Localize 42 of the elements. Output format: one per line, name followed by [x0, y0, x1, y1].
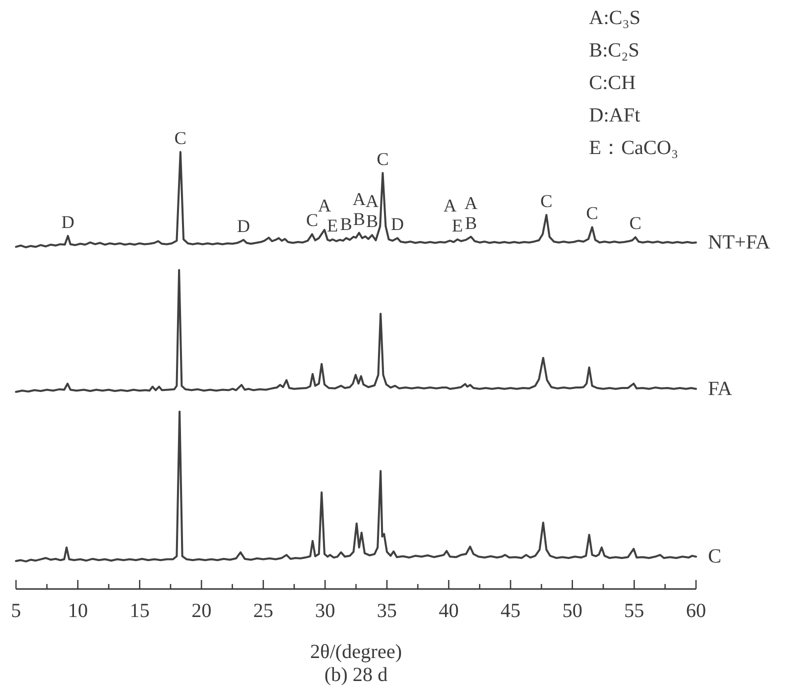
annotation: A: [352, 188, 366, 209]
x-tick-label: 10: [68, 600, 88, 622]
x-tick-label: 5: [11, 600, 21, 622]
annotation: B: [366, 211, 378, 232]
annotation: A: [366, 191, 379, 212]
x-tick-label: 55: [624, 600, 644, 622]
annotation: C: [174, 128, 186, 148]
annotation: B: [353, 208, 366, 229]
text: (b) 28 d: [324, 664, 388, 686]
text: D:AFt: [589, 104, 641, 126]
annotation: C: [540, 190, 552, 211]
x-tick-label: 60: [686, 600, 706, 622]
series-label: C: [708, 546, 722, 568]
annotation: A: [318, 195, 331, 216]
annotation: B: [340, 214, 352, 234]
annotation: B: [464, 212, 477, 233]
annotation: E：CaCO₃: [589, 137, 678, 159]
text: B:C₂S: [589, 40, 640, 62]
annotation: E: [327, 215, 338, 236]
annotation: D: [61, 212, 74, 232]
annotation: A: [464, 192, 478, 213]
series-label: FA: [708, 378, 733, 400]
x-tick-label: 15: [130, 600, 150, 622]
text: A:C₃S: [589, 7, 640, 29]
annotation: E: [452, 215, 463, 236]
annotation: C: [629, 213, 642, 234]
x-tick-label: 50: [562, 600, 582, 622]
x-axis-title: 2θ/(degree): [310, 641, 402, 663]
x-tick-label: 40: [438, 600, 459, 622]
annotation: C: [376, 148, 389, 169]
annotation: A: [443, 195, 456, 216]
series-label: NT+FA: [708, 231, 771, 254]
x-tick-label: 35: [376, 600, 397, 622]
x-tick-label: 45: [500, 600, 521, 622]
annotation: D: [236, 216, 250, 236]
annotation: C: [586, 203, 598, 224]
x-tick-label: 25: [253, 600, 274, 622]
x-tick-label: 20: [191, 600, 212, 622]
text: C:CH: [589, 72, 636, 94]
annotation: D: [390, 214, 404, 234]
x-tick-label: 30: [315, 600, 336, 622]
annotation: C: [306, 210, 318, 230]
